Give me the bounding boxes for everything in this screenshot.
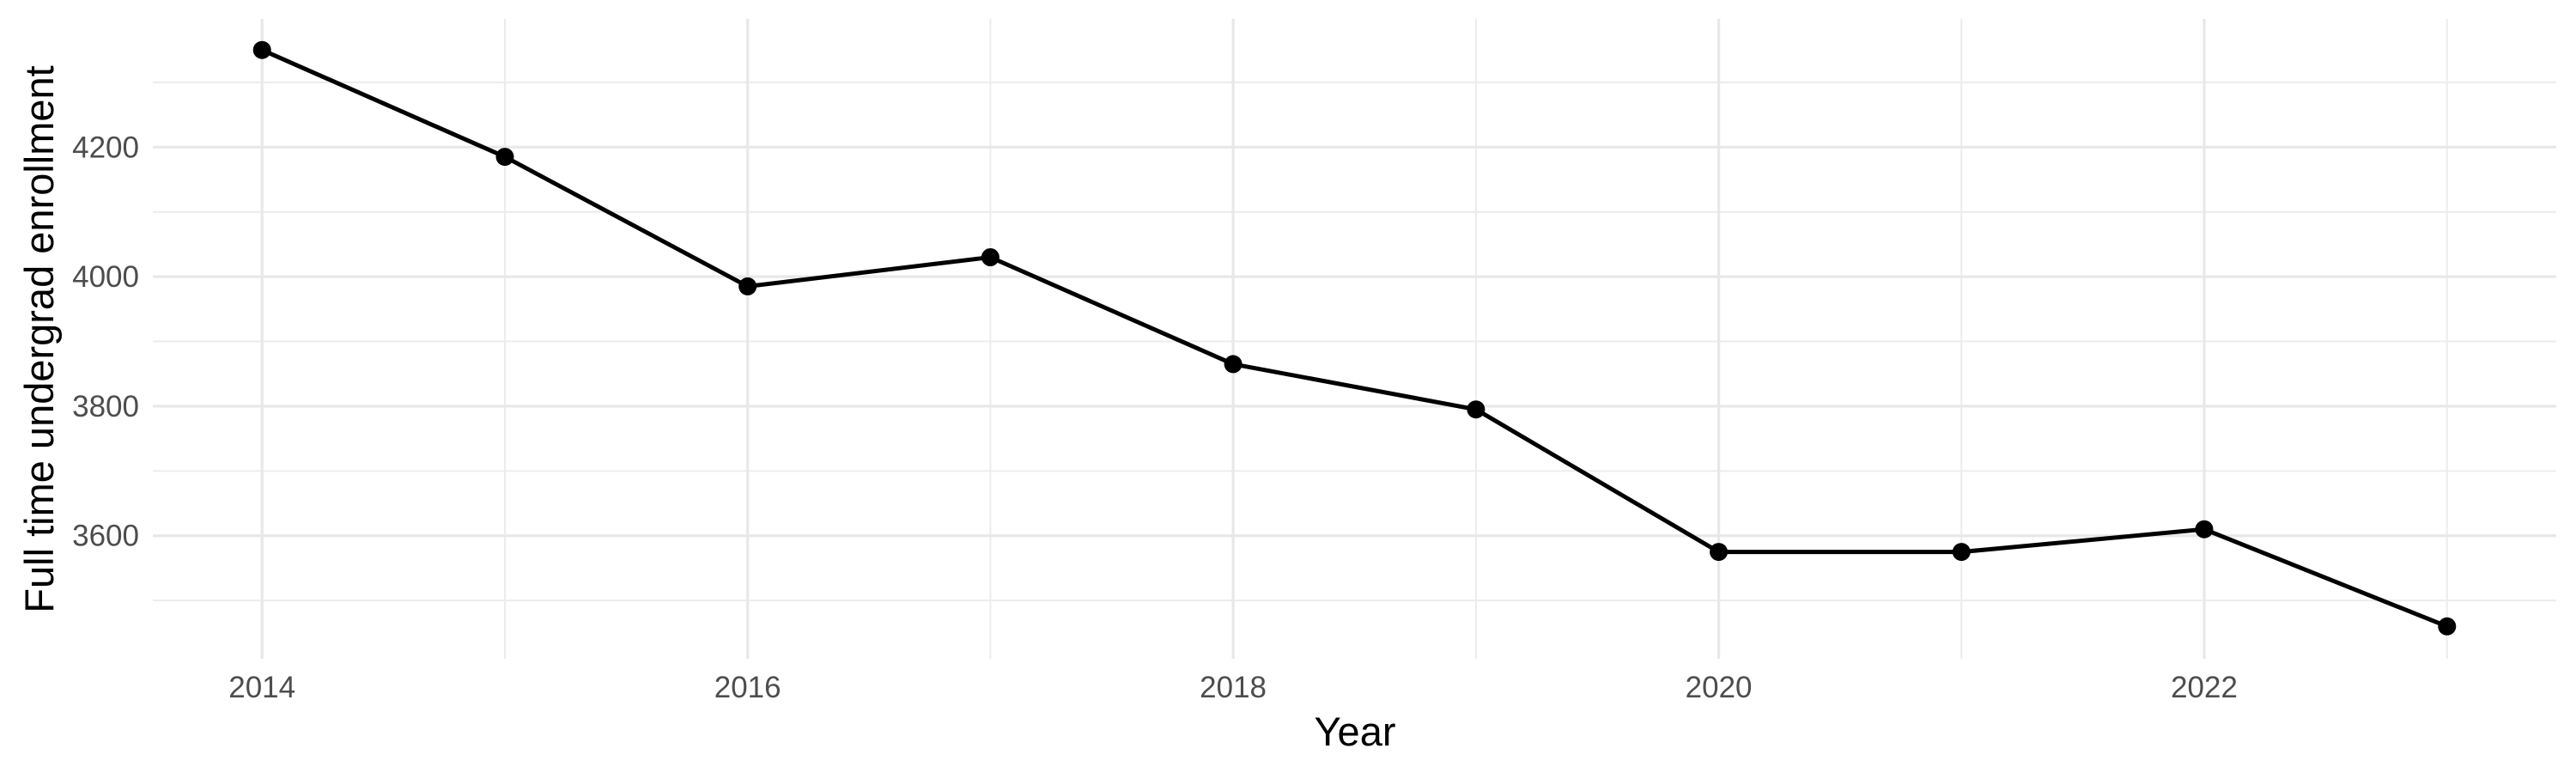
- x-tick-label: 2018: [1200, 671, 1267, 704]
- data-point: [1224, 355, 1242, 374]
- data-point: [738, 277, 757, 295]
- y-tick-label: 3800: [72, 390, 139, 423]
- data-point: [1710, 543, 1728, 562]
- y-axis-title: Full time undergrad enrollment: [16, 65, 62, 612]
- data-point: [2438, 617, 2457, 636]
- x-axis-tick-labels: 2014 2016 2018 2020 2022: [228, 671, 2238, 704]
- y-tick-label: 3600: [72, 520, 139, 553]
- data-point: [252, 40, 271, 59]
- x-axis-title: Year: [1315, 709, 1396, 754]
- data-point: [1467, 400, 1485, 419]
- x-tick-label: 2016: [714, 671, 781, 704]
- x-tick-label: 2014: [228, 671, 295, 704]
- y-axis-tick-labels: 3600 3800 4000 4200: [72, 131, 139, 552]
- enrollment-line: [259, 47, 2450, 629]
- data-point: [1952, 543, 1971, 562]
- y-tick-label: 4200: [72, 131, 139, 164]
- x-tick-label: 2022: [2171, 671, 2238, 704]
- data-point: [495, 148, 514, 167]
- data-point: [981, 248, 999, 266]
- data-point: [2195, 520, 2214, 539]
- x-tick-label: 2020: [1686, 671, 1753, 704]
- gridlines: [153, 19, 2556, 659]
- data-series: [252, 40, 2457, 636]
- y-tick-label: 4000: [72, 260, 139, 294]
